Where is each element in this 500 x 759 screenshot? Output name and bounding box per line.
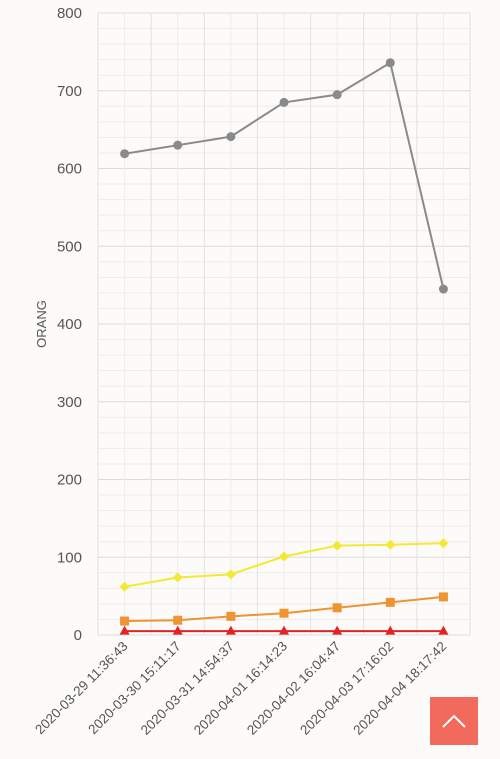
data-point (332, 90, 342, 100)
data-point (173, 140, 183, 150)
data-point (332, 603, 342, 613)
y-axis-title: ORANG (34, 300, 49, 348)
x-tick-label: 2020-03-31 14:54:37 (138, 639, 237, 738)
y-tick-label: 400 (57, 316, 82, 333)
data-point (438, 592, 448, 602)
series-triangle (119, 625, 449, 635)
y-tick-label: 600 (57, 161, 82, 178)
x-tick-label: 2020-04-03 17:16:02 (297, 639, 396, 738)
x-tick-label: 2020-03-29 11:36:43 (32, 639, 131, 738)
data-point (172, 625, 183, 635)
data-point (385, 539, 396, 550)
y-tick-label: 0 (74, 627, 82, 644)
data-point (119, 625, 130, 635)
data-point (120, 149, 130, 159)
x-tick-label: 2020-04-01 16:14:23 (191, 639, 290, 738)
data-point (279, 608, 289, 618)
series-square (120, 592, 448, 626)
y-tick-label: 800 (57, 5, 82, 22)
data-point (120, 616, 130, 626)
y-axis-ticks: 0 100 200 300 400 500 600 700 800 (57, 5, 82, 644)
data-point (332, 540, 343, 551)
data-point (172, 572, 183, 583)
data-point (332, 625, 343, 635)
data-point (226, 611, 236, 621)
y-tick-label: 700 (57, 83, 82, 100)
data-point (385, 58, 395, 68)
data-point (226, 132, 236, 142)
y-tick-label: 500 (57, 238, 82, 255)
y-tick-label: 100 (57, 549, 82, 566)
data-point (119, 581, 130, 592)
data-point (225, 625, 236, 635)
x-tick-label: 2020-04-02 16:04:47 (244, 639, 343, 738)
data-point (279, 551, 289, 562)
data-point (438, 538, 449, 549)
chart-series (119, 58, 449, 635)
series-diamond (119, 538, 449, 592)
data-point (385, 597, 395, 607)
data-point (173, 615, 183, 625)
chevron-up-icon (442, 714, 466, 728)
data-point (438, 284, 448, 294)
data-point (279, 625, 289, 635)
data-point (385, 625, 396, 635)
scroll-to-top-button[interactable] (430, 697, 478, 745)
chart-grid (97, 12, 471, 636)
data-point (438, 625, 449, 635)
data-point (225, 569, 236, 580)
series-circle (120, 58, 448, 294)
data-point (279, 97, 289, 107)
x-tick-label: 2020-03-30 15:11:17 (85, 639, 184, 738)
y-tick-label: 300 (57, 394, 82, 411)
y-tick-label: 200 (57, 472, 82, 489)
